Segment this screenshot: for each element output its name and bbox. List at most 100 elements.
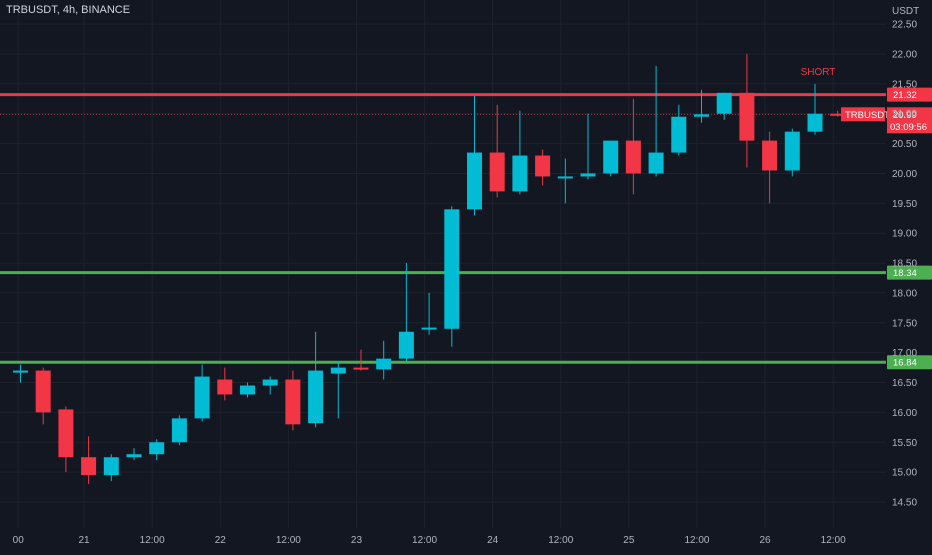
y-tick-label: 15.50 — [892, 438, 917, 449]
candle-body — [535, 155, 551, 177]
x-tick-label: 21 — [78, 535, 90, 546]
candle[interactable] — [807, 83, 823, 135]
candle[interactable] — [512, 110, 528, 195]
candle[interactable] — [444, 206, 460, 347]
y-tick-label: 16.50 — [892, 378, 917, 389]
candle[interactable] — [308, 331, 324, 428]
y-tick-label: 22.00 — [892, 50, 917, 61]
y-tick-label: 15.00 — [892, 468, 917, 479]
candle[interactable] — [103, 454, 119, 482]
candle-body — [784, 131, 800, 171]
y-tick-label: 17.00 — [892, 348, 917, 359]
candle[interactable] — [784, 128, 800, 177]
candle[interactable] — [762, 131, 778, 204]
candle[interactable] — [648, 65, 664, 177]
candle[interactable] — [489, 104, 505, 198]
x-tick-label: 00 — [13, 535, 25, 546]
candle[interactable] — [58, 406, 74, 473]
candle[interactable] — [149, 439, 165, 461]
candle[interactable] — [467, 95, 482, 216]
candle-body — [194, 376, 210, 419]
level-badge-label: 16.84 — [893, 358, 917, 369]
candle[interactable] — [739, 54, 755, 168]
last-price-label: 20.99 — [893, 110, 917, 121]
ticker-badge — [841, 107, 885, 122]
candle-body — [648, 152, 664, 174]
candle[interactable] — [580, 113, 596, 180]
y-tick-label: 21.50 — [892, 79, 917, 90]
candle-body — [308, 370, 324, 424]
y-tick-label: 18.00 — [892, 288, 917, 299]
candle-body — [13, 370, 28, 373]
candle[interactable] — [398, 263, 414, 362]
level-badge — [887, 265, 932, 280]
y-tick-label: 19.50 — [892, 199, 917, 210]
candle-body — [353, 367, 369, 370]
x-tick-label: 12:00 — [548, 535, 573, 546]
candle-body — [217, 379, 233, 395]
candle-body — [81, 457, 97, 476]
candle[interactable] — [421, 292, 437, 335]
candle[interactable] — [126, 448, 142, 461]
x-tick-label: 12:00 — [821, 535, 846, 546]
candle[interactable] — [603, 140, 619, 177]
candle-body — [807, 113, 823, 132]
x-tick-label: 25 — [623, 535, 635, 546]
candle[interactable] — [13, 364, 28, 383]
x-tick-label: 12:00 — [276, 535, 301, 546]
candle[interactable] — [535, 149, 551, 186]
candle[interactable] — [35, 367, 51, 425]
price-axis[interactable]: USDT 14.50 15.00 15.50 16.00 16.50 17.00 17.50… — [892, 6, 919, 509]
time-axis[interactable]: 00 21 12:00 22 12:00 23 12:00 24 12:00 25 12:00 26 1… — [13, 535, 846, 546]
candle[interactable] — [376, 340, 392, 380]
candle-body — [512, 155, 528, 192]
level-badge — [887, 87, 932, 102]
candle-body — [398, 331, 414, 359]
candle[interactable] — [240, 382, 255, 398]
candle[interactable] — [353, 349, 369, 371]
candle[interactable] — [285, 370, 301, 431]
ticker-badge-label: TRBUSDT — [845, 110, 890, 121]
x-tick-label: 12:00 — [140, 535, 165, 546]
y-tick-label: 14.50 — [892, 498, 917, 509]
y-tick-label: 18.50 — [892, 259, 917, 270]
y-tick-label: 20.00 — [892, 169, 917, 180]
x-tick-label: 23 — [351, 535, 363, 546]
candle[interactable] — [557, 158, 573, 204]
candle[interactable] — [716, 92, 732, 120]
candle-body — [489, 152, 505, 192]
candle[interactable] — [694, 89, 709, 123]
x-tick-label: 12:00 — [684, 535, 709, 546]
candle[interactable] — [330, 361, 346, 419]
y-tick-label: 20.50 — [892, 139, 917, 150]
candle-body — [58, 409, 74, 458]
candle[interactable] — [171, 415, 187, 446]
candles[interactable] — [13, 54, 846, 485]
candle[interactable] — [625, 98, 641, 195]
level-badge-label: 21.32 — [893, 90, 917, 101]
candle-body — [671, 116, 687, 153]
candle-body — [126, 454, 142, 458]
candle-body — [330, 367, 346, 374]
candle[interactable] — [262, 376, 278, 395]
candle-body — [739, 92, 755, 141]
candle[interactable] — [830, 110, 846, 117]
candle[interactable] — [81, 436, 97, 485]
annotation-short: SHORT — [801, 67, 836, 78]
x-tick-label: 26 — [759, 535, 771, 546]
candle-body — [444, 209, 460, 329]
candle-body — [376, 358, 392, 370]
last-price-badge — [887, 107, 932, 134]
candle[interactable] — [194, 364, 210, 422]
y-tick-label: 16.00 — [892, 408, 917, 419]
candle-body — [694, 114, 709, 117]
candle-body — [171, 418, 187, 443]
candle-body — [35, 370, 51, 413]
candle-body — [421, 327, 437, 330]
candle[interactable] — [671, 104, 687, 156]
x-tick-label: 24 — [487, 535, 499, 546]
candle[interactable] — [217, 367, 233, 401]
